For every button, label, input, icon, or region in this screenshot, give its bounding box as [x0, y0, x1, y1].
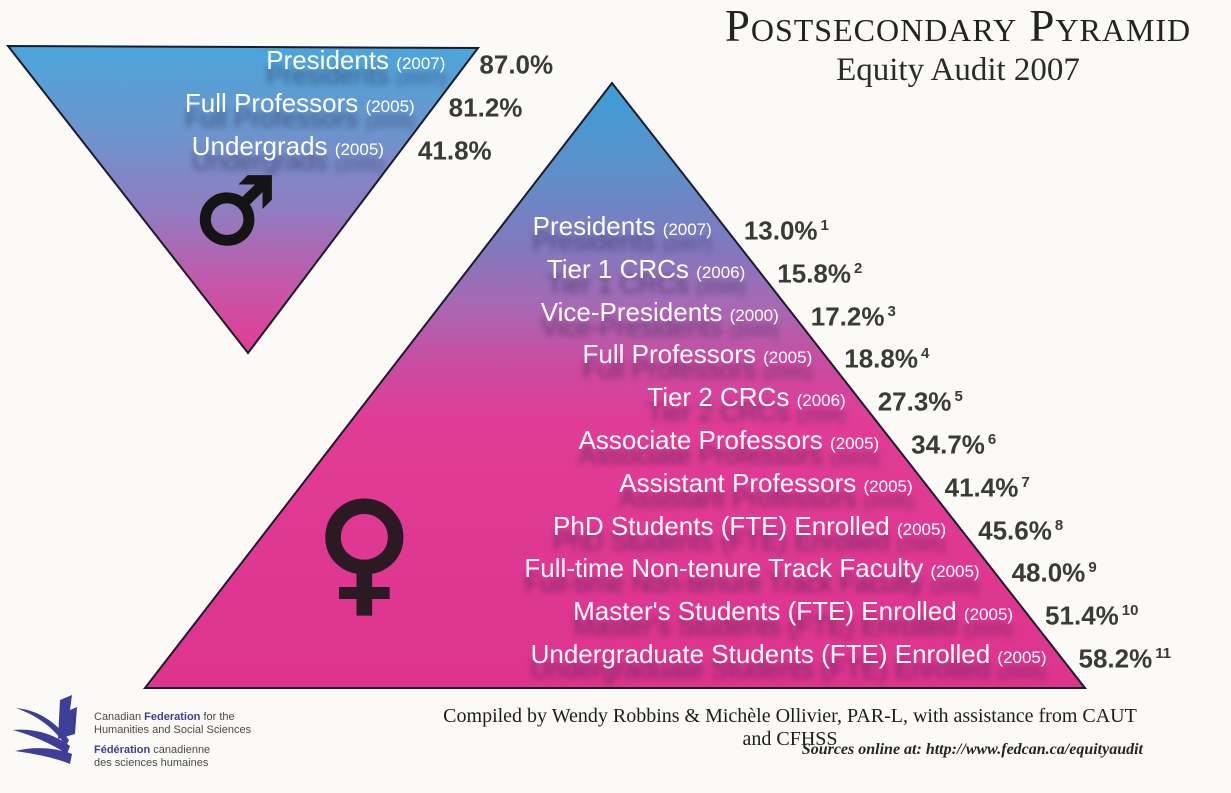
compiled-by-credit: Compiled by Wendy Robbins & Michèle Olli… — [443, 705, 1137, 750]
pyramid-row-value: 51.4% 10 — [1045, 592, 1139, 631]
row-footnote: 11 — [1155, 645, 1172, 662]
logo-line-fr-1: Fédération canadienne — [94, 744, 211, 756]
row-title: Presidents — [532, 211, 656, 241]
pyramid-row-value: 81.2% — [448, 84, 526, 123]
row-title: Undergrads — [191, 131, 328, 161]
pyramid-row-value: 18.8% 4 — [844, 335, 930, 375]
row-year: (2006) — [696, 262, 746, 282]
row-percent: 58.2% — [1078, 643, 1153, 674]
pyramid-row-value: 15.8% 2 — [777, 250, 862, 288]
row-percent: 51.4% — [1045, 600, 1119, 631]
row-year: (2005) — [763, 348, 813, 368]
row-percent: 41.4% — [944, 472, 1019, 503]
pyramid-row-label: Presidents (2007) — [533, 207, 712, 245]
row-title: Tier 2 CRCs — [647, 382, 790, 413]
row-title: Associate Professors — [578, 425, 823, 455]
row-percent: 81.2% — [448, 92, 523, 123]
row-footnote: 4 — [920, 345, 930, 363]
row-percent: 18.8% — [844, 344, 918, 375]
row-title: Presidents — [266, 45, 390, 75]
pyramid-row-label: Assistant Professors (2005) — [619, 464, 912, 502]
pyramid-row-value: 17.2% 3 — [811, 293, 896, 331]
row-percent: 17.2% — [810, 301, 885, 332]
row-percent: 13.0% — [743, 215, 818, 246]
row-year: (2005) — [334, 140, 384, 159]
row-year: (2005) — [365, 97, 415, 116]
row-year: (2006) — [796, 391, 846, 411]
row-year: (2005) — [930, 562, 980, 582]
pyramid-row-value: 41.4% 7 — [945, 464, 1030, 502]
pyramid-row-value: 45.6% 8 — [978, 507, 1063, 545]
sources-note: Sources online at: http://www.fedcan.ca/… — [801, 741, 1143, 758]
pyramid-row-label: Full Professors (2005) — [582, 335, 812, 373]
pyramid-row-label: Undergraduate Students (FTE) Enrolled (2… — [531, 635, 1047, 673]
row-footnote: 2 — [854, 259, 863, 277]
row-year: (2005) — [997, 648, 1047, 667]
row-title: PhD Students (FTE) Enrolled — [553, 510, 890, 541]
row-footnote: 7 — [1021, 473, 1030, 491]
row-year: (2005) — [963, 605, 1014, 625]
poster-title: Postsecondary Pyramid — [724, 1, 1192, 51]
pyramid-row-label: Tier 2 CRCs (2006) — [647, 378, 845, 416]
row-percent: 87.0% — [479, 49, 554, 80]
poster-subtitle: Equity Audit 2007 — [836, 52, 1080, 88]
row-year: (2005) — [863, 476, 913, 496]
pyramid-row-value: 41.8% — [417, 127, 495, 166]
row-percent: 27.3% — [877, 386, 952, 417]
pyramid-row-value: 27.3% 5 — [877, 378, 963, 417]
pyramid-row-value: 87.0% — [479, 41, 556, 80]
row-year: (2007) — [662, 220, 712, 239]
pyramid-row-label: Master's Students (FTE) Enrolled (2005) — [573, 592, 1013, 630]
pyramid-row-label: Associate Professors (2005) — [579, 421, 880, 459]
pyramid-row-label: Tier 1 CRCs (2006) — [547, 250, 745, 288]
row-title: Vice-Presidents — [540, 296, 723, 327]
row-footnote: 5 — [954, 388, 963, 406]
row-title: Master's Students (FTE) Enrolled — [573, 596, 957, 627]
male-triangle — [5, 44, 481, 355]
row-footnote: 8 — [1054, 516, 1064, 534]
row-year: (2005) — [830, 434, 880, 453]
male-symbol-icon: ♂ — [192, 158, 278, 265]
row-title: Assistant Professors — [619, 467, 857, 498]
pyramid-row-value: 48.0% 9 — [1011, 549, 1097, 589]
row-title: Tier 1 CRCs — [546, 253, 689, 284]
row-footnote: 1 — [820, 217, 829, 234]
pyramid-row-label: Vice-Presidents (2000) — [541, 293, 779, 331]
pyramid-row-label: Presidents (2007) — [266, 41, 445, 79]
row-title: Full Professors — [184, 88, 359, 118]
row-year: (2000) — [729, 305, 779, 325]
row-footnote: 6 — [987, 431, 997, 448]
row-title: Full-time Non-tenure Track Faculty — [524, 553, 924, 584]
row-percent: 15.8% — [777, 258, 852, 289]
row-year: (2005) — [896, 519, 947, 539]
pyramid-row-label: Undergrads (2005) — [192, 127, 384, 165]
cfhss-logo-text: Canadian Federation for the Humanities a… — [94, 711, 251, 770]
row-title: Full Professors — [582, 339, 756, 370]
row-footnote: 9 — [1088, 559, 1097, 577]
row-footnote: 10 — [1121, 602, 1139, 620]
row-year: (2007) — [396, 54, 446, 73]
female-symbol-icon: ♀ — [314, 475, 415, 629]
row-percent: 41.8% — [417, 135, 492, 166]
female-pyramid — [142, 81, 1088, 689]
row-percent: 34.7% — [911, 429, 985, 460]
row-title: Undergraduate Students (FTE) Enrolled — [530, 639, 991, 669]
row-footnote: 3 — [887, 302, 896, 320]
logo-line-en-2: Humanities and Social Sciences — [94, 724, 252, 736]
cfhss-logo-icon — [13, 695, 77, 764]
pyramid-row-value: 13.0% 1 — [743, 207, 829, 246]
row-percent: 48.0% — [1011, 558, 1086, 589]
row-percent: 45.6% — [978, 515, 1052, 546]
pyramid-row-label: Full Professors (2005) — [185, 84, 415, 122]
pyramid-row-label: PhD Students (FTE) Enrolled (2005) — [553, 507, 946, 545]
pyramid-row-value: 58.2% 11 — [1078, 635, 1172, 674]
logo-line-en-1: Canadian Federation for the — [94, 711, 235, 723]
logo-line-fr-2: des sciences humaines — [94, 757, 209, 769]
pyramid-row-label: Full-time Non-tenure Track Faculty (2005… — [524, 549, 979, 587]
pyramid-row-value: 34.7% 6 — [911, 421, 997, 460]
